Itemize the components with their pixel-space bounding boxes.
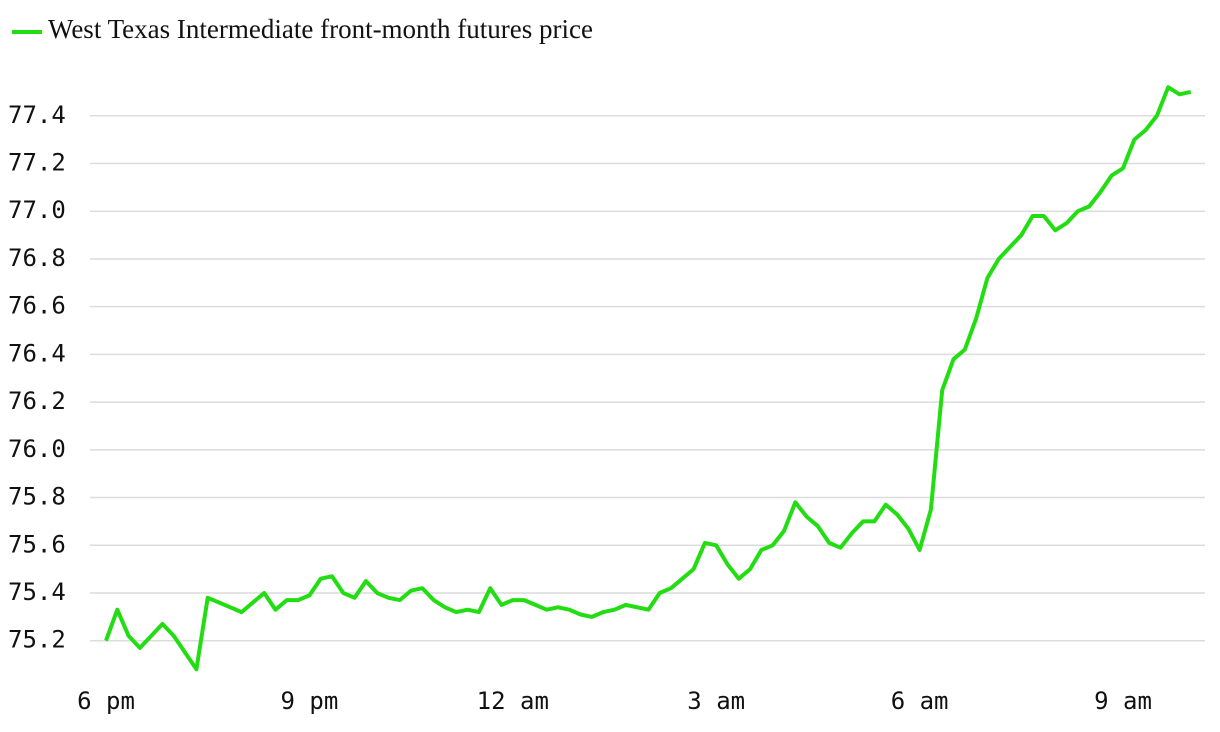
x-tick-label: 12 am	[477, 687, 549, 715]
y-tick-label: 76.6	[8, 292, 66, 320]
y-tick-label-bg	[0, 388, 86, 417]
series-line	[104, 85, 1192, 672]
y-tick-label: 77.0	[8, 196, 66, 224]
y-tick-label: 75.4	[8, 578, 66, 606]
x-tick-label: 3 am	[687, 687, 745, 715]
x-tick-label: 9 pm	[281, 687, 339, 715]
y-tick-label: 76.8	[8, 244, 66, 272]
y-tick-label: 77.4	[8, 101, 66, 129]
y-tick-label-bg	[0, 197, 86, 226]
y-tick-label: 75.6	[8, 530, 66, 558]
y-tick-label-bg	[0, 531, 86, 560]
x-tick-label: 6 pm	[77, 687, 135, 715]
y-tick-label: 75.8	[8, 483, 66, 511]
x-tick-label: 6 am	[891, 687, 949, 715]
y-tick-label: 77.2	[8, 149, 66, 177]
y-tick-label: 76.0	[8, 435, 66, 463]
y-tick-label-bg	[0, 578, 86, 607]
y-tick-label: 76.2	[8, 387, 66, 415]
y-tick-label-bg	[0, 483, 86, 512]
y-tick-label-bg	[0, 292, 86, 321]
y-tick-label-bg	[0, 626, 86, 655]
y-tick-label-bg	[0, 149, 86, 178]
y-tick-label: 75.2	[8, 626, 66, 654]
x-tick-label: 9 am	[1094, 687, 1152, 715]
legend-label: West Texas Intermediate front-month futu…	[48, 14, 593, 44]
y-tick-label-bg	[0, 340, 86, 369]
y-tick-label-bg	[0, 244, 86, 273]
y-tick-label: 76.4	[8, 339, 66, 367]
y-tick-label-bg	[0, 101, 86, 130]
y-tick-label-bg	[0, 435, 86, 464]
